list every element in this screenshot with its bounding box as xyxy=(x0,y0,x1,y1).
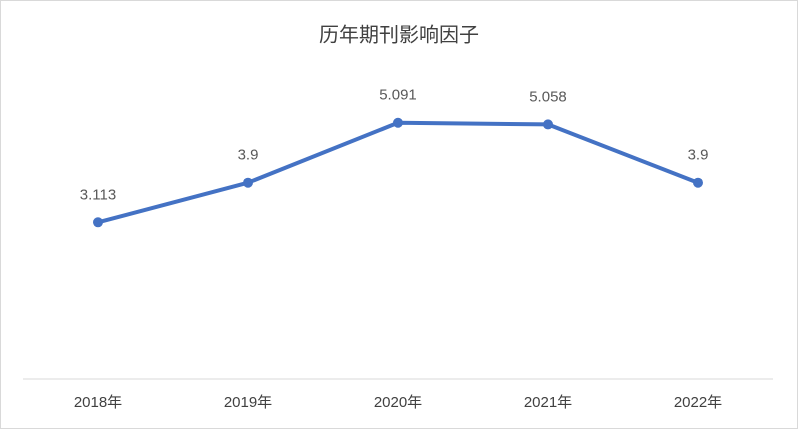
x-tick-label: 2021年 xyxy=(524,394,572,411)
data-point xyxy=(543,119,553,130)
data-label: 5.091 xyxy=(379,87,417,104)
data-label: 5.058 xyxy=(529,88,567,105)
x-tick-label: 2019年 xyxy=(224,394,272,411)
chart-title: 历年期刊影响因子 xyxy=(319,23,479,46)
data-label: 3.9 xyxy=(238,147,259,164)
data-label: 3.113 xyxy=(80,186,116,203)
data-label: 3.9 xyxy=(688,147,709,164)
data-point xyxy=(243,177,253,188)
x-tick-label: 2018年 xyxy=(74,394,122,411)
data-point xyxy=(693,177,703,188)
x-tick-label: 2022年 xyxy=(674,394,722,411)
data-point xyxy=(93,217,103,228)
data-point xyxy=(393,117,403,128)
x-tick-label: 2020年 xyxy=(374,394,422,411)
